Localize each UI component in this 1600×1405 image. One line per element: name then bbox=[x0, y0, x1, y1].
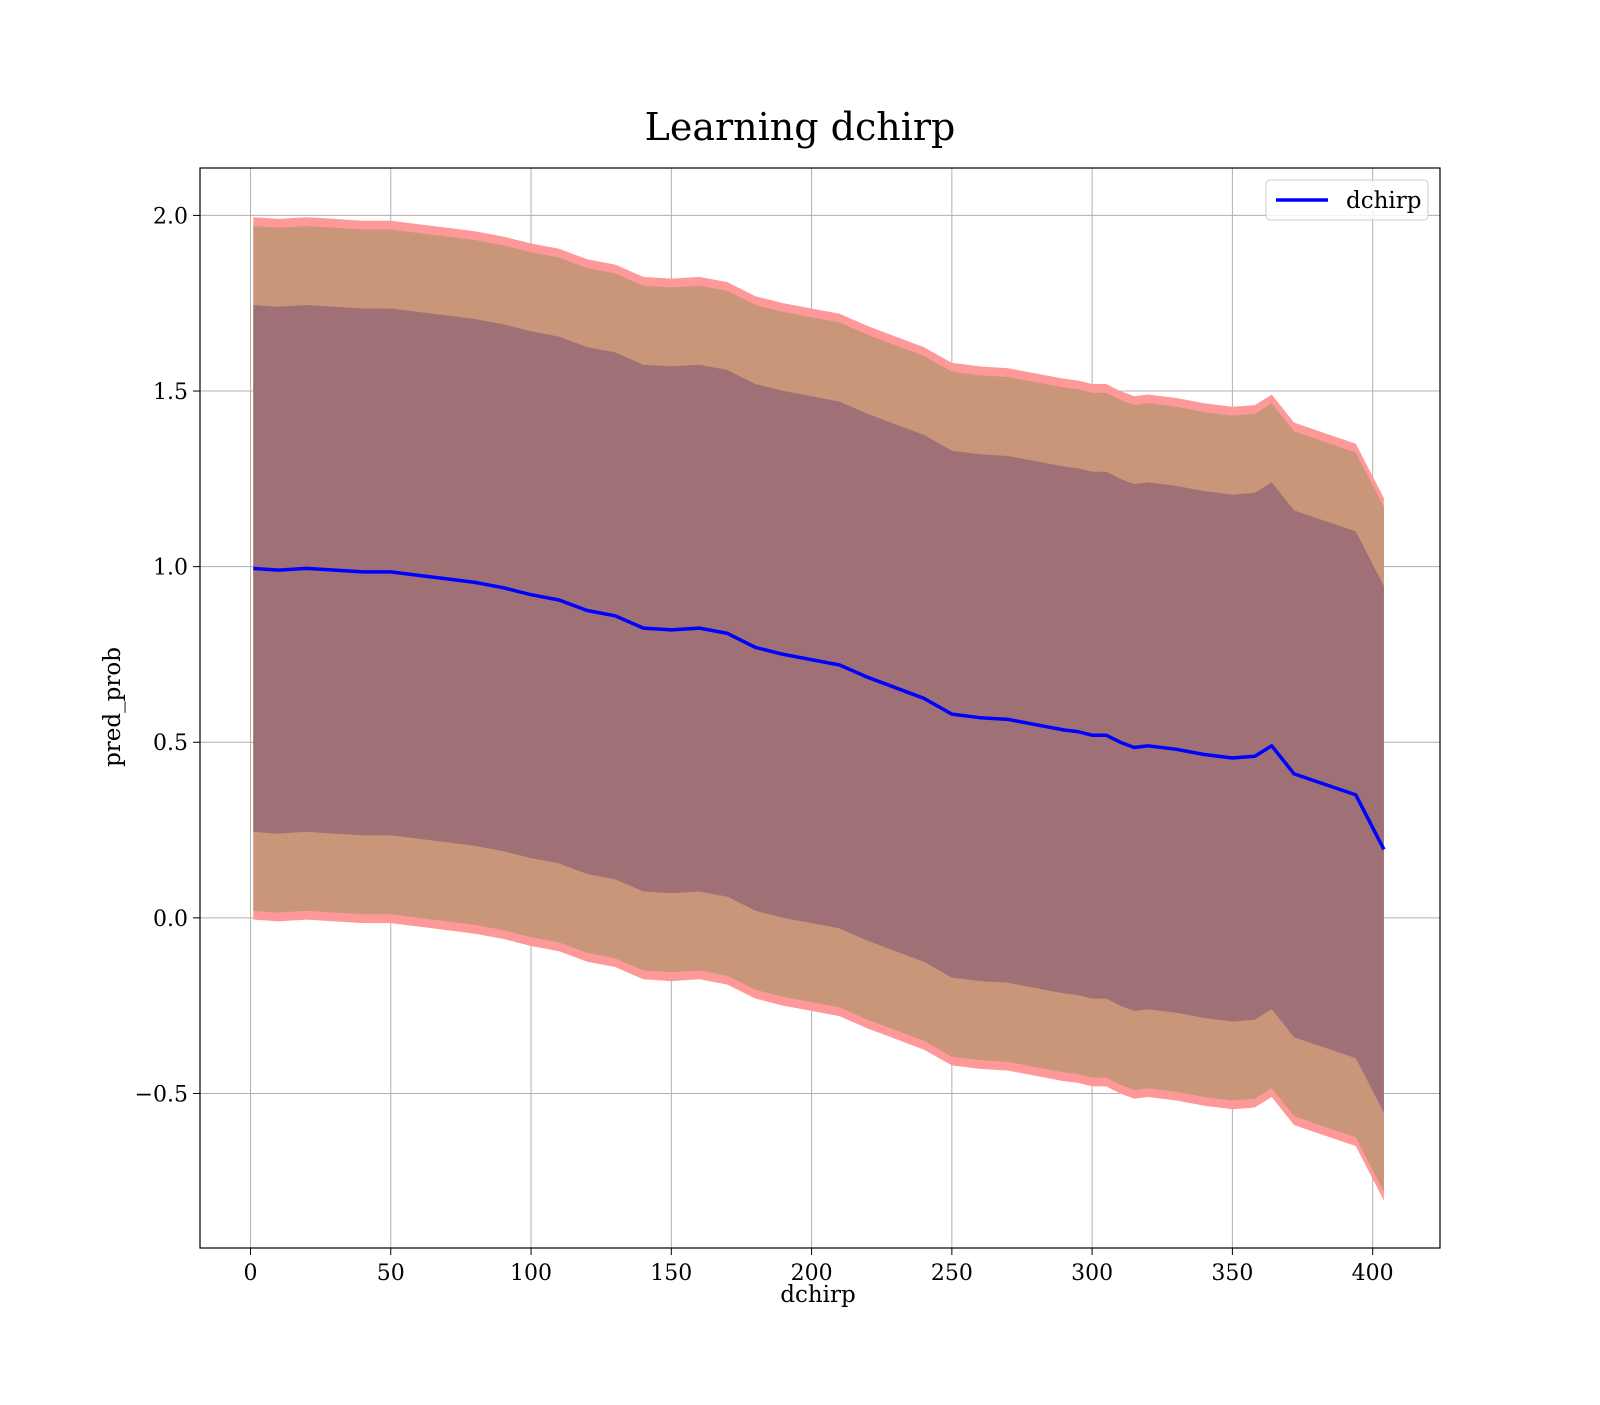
plot-area: 0 50 100 150 200 250 300 350 400 −0.5 0.0 0.5 1.0 1.5… bbox=[135, 167, 1441, 1286]
x-tick-label: 0 bbox=[243, 1261, 257, 1286]
legend-label: dchirp bbox=[1346, 188, 1422, 214]
y-tick-label: 0.0 bbox=[153, 907, 188, 932]
y-tick-label: −0.5 bbox=[135, 1082, 188, 1107]
x-tick-label: 400 bbox=[1352, 1261, 1394, 1286]
x-tick-label: 50 bbox=[377, 1261, 405, 1286]
y-tick-label: 1.0 bbox=[153, 556, 188, 581]
axes-frame bbox=[199, 167, 1441, 1249]
x-tick-label: 350 bbox=[1211, 1261, 1253, 1286]
x-tick-label: 200 bbox=[791, 1261, 833, 1286]
x-tick-label: 300 bbox=[1071, 1261, 1113, 1286]
y-tick-label: 2.0 bbox=[153, 204, 188, 229]
x-axis-label: dchirp bbox=[780, 1282, 856, 1308]
chart-title: Learning dchirp bbox=[645, 105, 956, 149]
x-tick-label: 250 bbox=[931, 1261, 973, 1286]
x-tick-label: 150 bbox=[650, 1261, 692, 1286]
series-line-dchirp bbox=[253, 566, 1386, 851]
y-tick-label: 1.5 bbox=[153, 380, 188, 405]
band-inner bbox=[253, 305, 1384, 1113]
legend-box bbox=[1265, 179, 1429, 221]
x-tick-label: 100 bbox=[510, 1261, 552, 1286]
y-tick-label: 0.5 bbox=[153, 731, 188, 756]
y-axis-label: pred_prob bbox=[100, 647, 126, 767]
